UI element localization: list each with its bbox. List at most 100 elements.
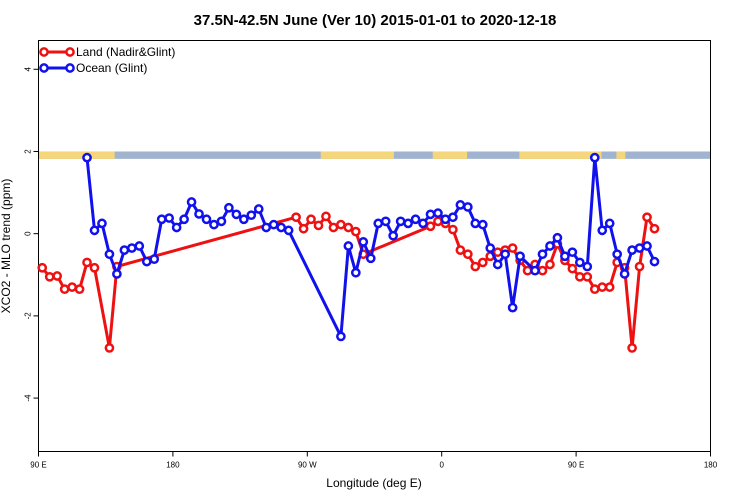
data-point (134, 241, 145, 251)
data-point (179, 214, 189, 225)
data-point (582, 261, 593, 272)
x-axis-ticks: 90 E 180 90 W 0 90 E 180 (30, 451, 718, 470)
data-point (403, 218, 413, 229)
data-point (216, 216, 227, 227)
data-point (59, 284, 70, 295)
data-point (37, 262, 48, 273)
land-band-segment (519, 151, 602, 159)
data-point (470, 218, 481, 229)
data-point (291, 212, 301, 223)
data-point (380, 216, 391, 227)
data-point (350, 267, 361, 278)
chart-title: 37.5N-42.5N June (Ver 10) 2015-01-01 to … (194, 12, 557, 29)
x-tick-label: 180 (166, 461, 180, 470)
data-point (194, 209, 204, 219)
data-point (231, 209, 242, 220)
data-point (261, 222, 272, 233)
data-point (336, 219, 346, 230)
data-point (126, 243, 137, 253)
data-point (507, 243, 518, 253)
data-point (530, 265, 540, 276)
data-point (567, 263, 578, 274)
data-point (343, 241, 354, 251)
y-tick-label: 2 (24, 149, 33, 154)
data-point (141, 256, 152, 267)
data-point (492, 247, 503, 258)
data-point (448, 224, 458, 235)
data-point (448, 212, 458, 223)
data-point (634, 261, 645, 272)
y-tick-label: 4 (24, 66, 33, 71)
x-tick-label: 0 (439, 461, 444, 470)
data-point (82, 257, 92, 268)
land-ocean-strip (38, 151, 711, 159)
data-point (649, 256, 660, 267)
data-point (268, 219, 279, 230)
data-point (186, 197, 197, 207)
data-point (462, 202, 473, 212)
data-point (627, 245, 637, 255)
plot-frame (38, 40, 711, 452)
data-point (209, 219, 219, 230)
data-point (313, 220, 324, 231)
data-point (582, 271, 593, 282)
data-point (336, 331, 346, 342)
data-point (246, 210, 257, 221)
data-point (642, 241, 652, 251)
data-point (276, 222, 287, 233)
legend: Land (Nadir&Glint) Ocean (Glint) (39, 45, 175, 75)
data-point (149, 254, 160, 265)
land-band-segment (320, 151, 394, 159)
data-point (545, 241, 555, 251)
x-tick-label: 90 E (568, 461, 584, 470)
data-point (89, 225, 100, 236)
data-point (619, 269, 630, 279)
data-point (515, 251, 525, 262)
data-point (477, 257, 488, 268)
data-point (97, 218, 107, 229)
land-band-segment (38, 151, 115, 159)
data-point (433, 216, 443, 227)
legend-marker (65, 63, 75, 73)
data-point (552, 232, 563, 243)
land-band-segment (432, 151, 468, 159)
data-point (410, 214, 421, 225)
data-point (224, 202, 234, 213)
y-axis-label: XCO2 - MLO trend (ppm) (0, 179, 13, 314)
data-point (358, 237, 369, 247)
data-point (89, 262, 100, 273)
data-point (350, 226, 361, 237)
data-point (612, 249, 623, 260)
series-layer (37, 152, 660, 353)
data-point (604, 282, 615, 292)
data-point (52, 271, 63, 281)
data-point (455, 200, 466, 210)
data-point (470, 261, 481, 272)
data-point (321, 211, 331, 222)
legend-marker (39, 47, 49, 57)
data-point (328, 222, 339, 233)
data-point (373, 218, 384, 229)
data-point (74, 284, 85, 295)
legend-label: Land (Nadir&Glint) (76, 45, 175, 59)
data-point (283, 225, 294, 236)
data-point (306, 214, 316, 225)
data-point (298, 223, 309, 234)
data-point (44, 271, 55, 282)
y-axis-ticks: -4 -2 0 2 4 (24, 66, 39, 402)
data-point (253, 204, 264, 214)
legend-label: Ocean (Glint) (76, 61, 147, 75)
data-point (425, 221, 436, 232)
data-point (201, 214, 212, 225)
data-point (433, 208, 443, 218)
data-point (627, 343, 637, 353)
data-point (388, 230, 399, 241)
data-point (164, 213, 175, 223)
x-tick-label: 90 W (298, 461, 317, 470)
legend-marker (39, 63, 49, 73)
data-point (425, 209, 436, 220)
data-point (440, 214, 451, 225)
data-point (455, 245, 466, 255)
data-point (597, 282, 608, 292)
x-axis-label: Longitude (deg E) (326, 476, 421, 490)
